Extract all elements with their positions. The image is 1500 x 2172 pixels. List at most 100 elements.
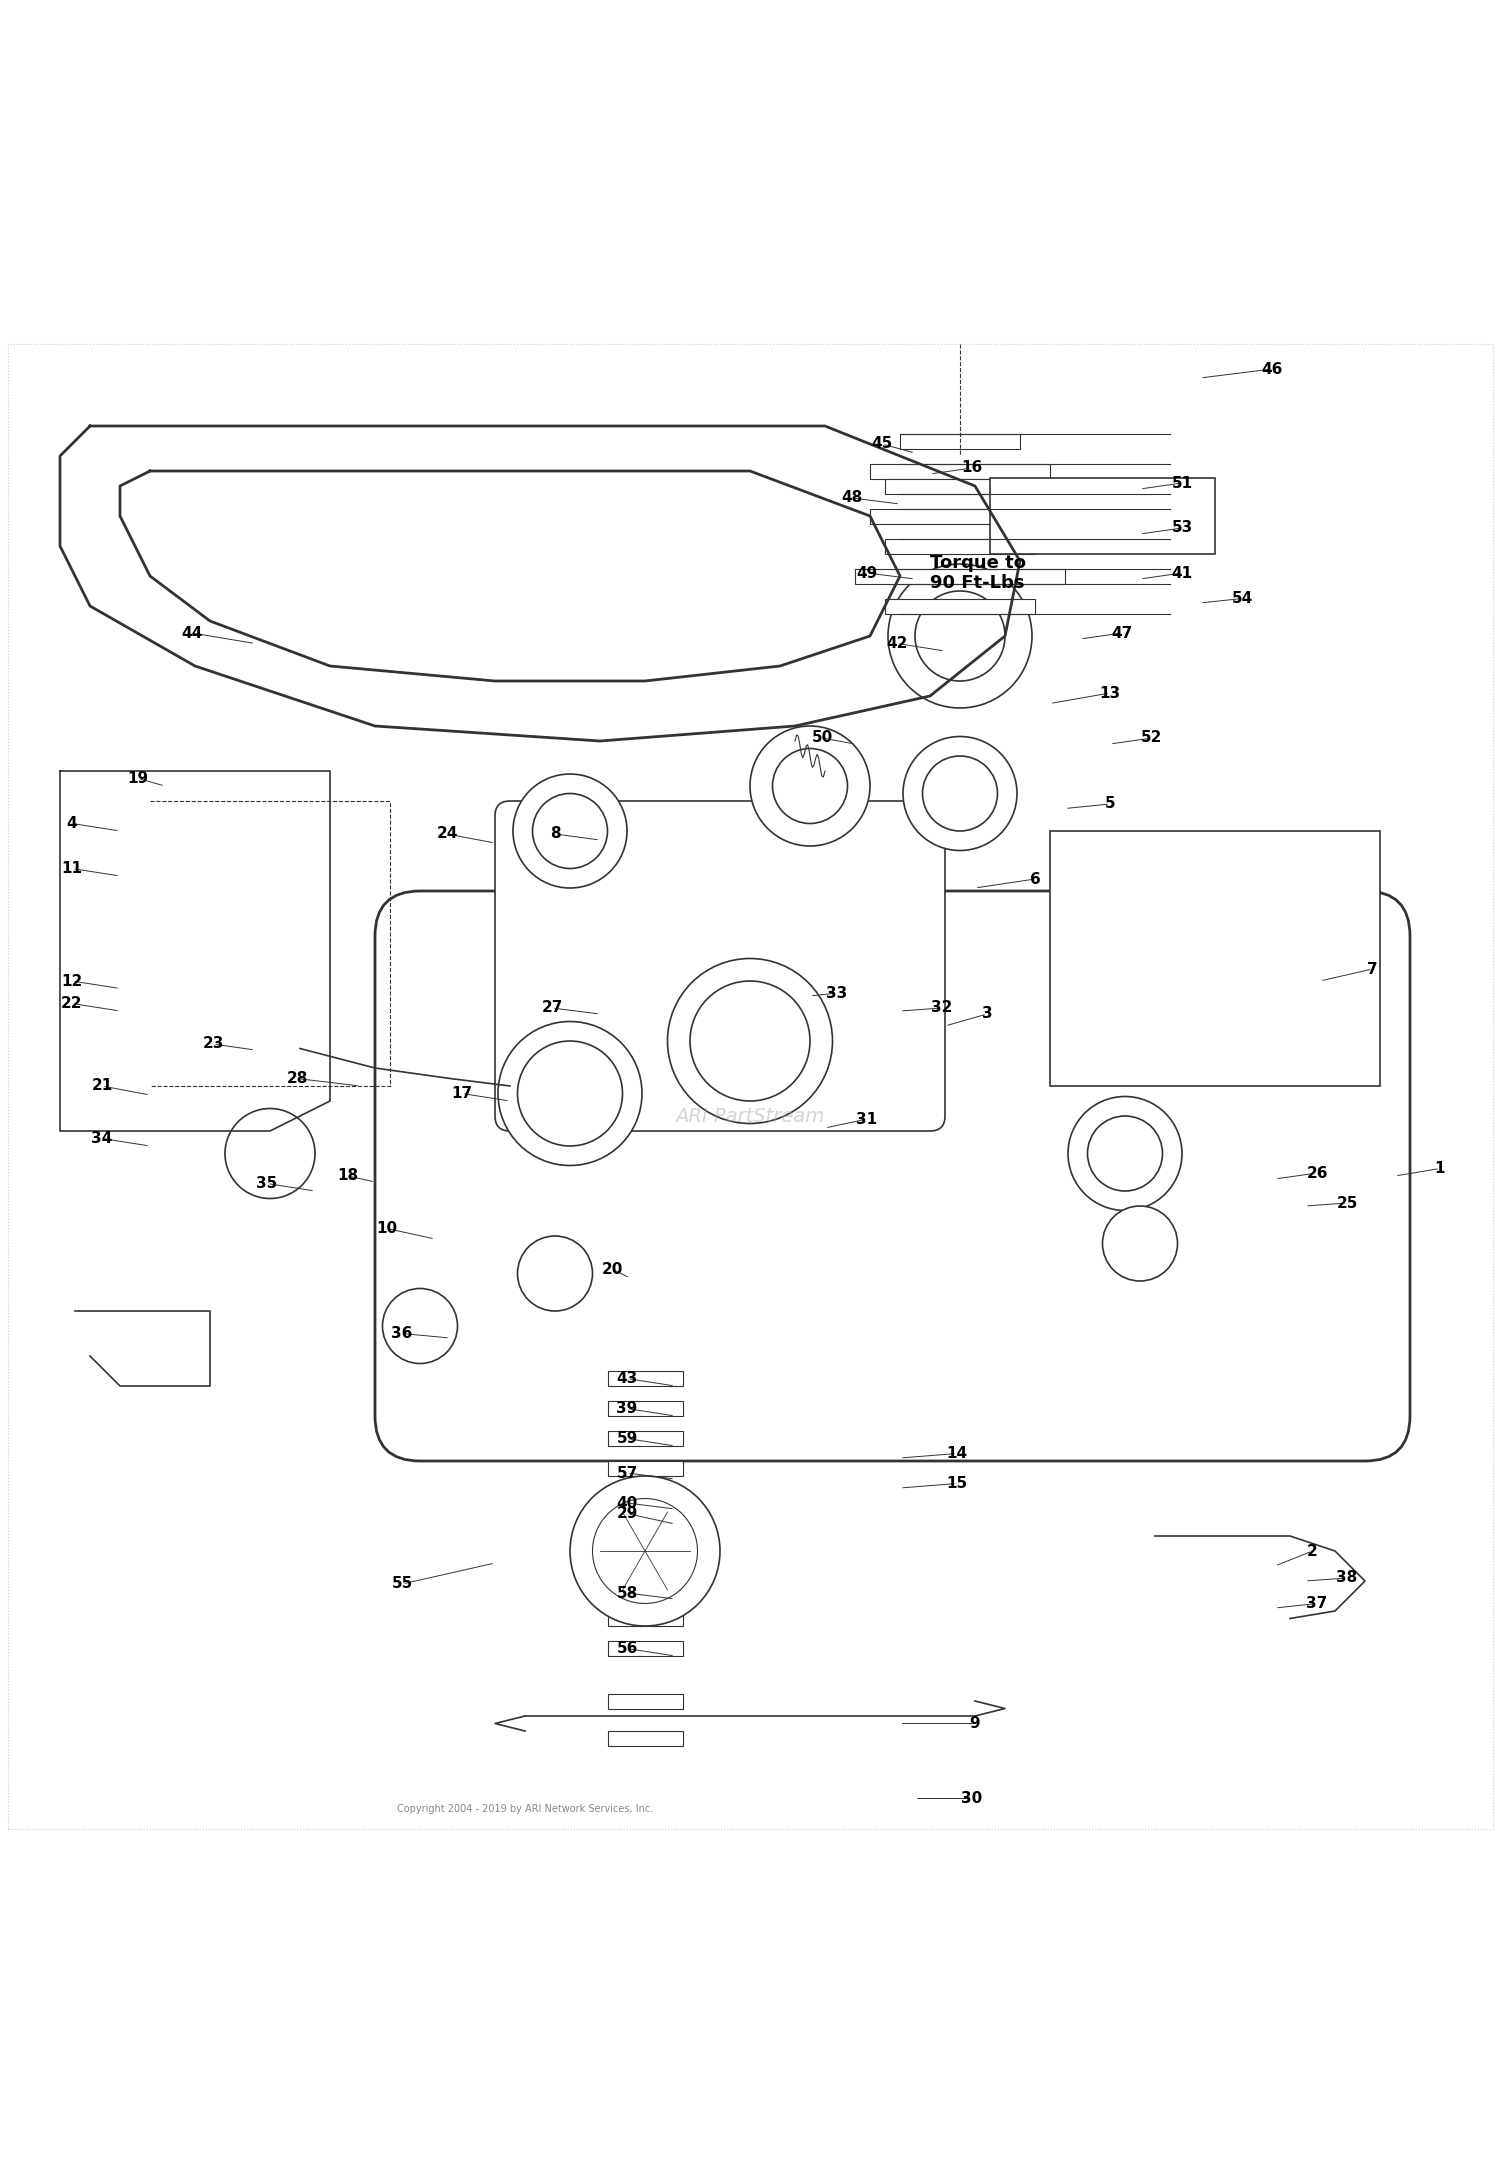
- Bar: [608, 1694, 682, 1709]
- Circle shape: [225, 1108, 315, 1199]
- Text: 18: 18: [338, 1169, 358, 1184]
- Text: 56: 56: [616, 1642, 638, 1655]
- Text: 35: 35: [256, 1175, 278, 1190]
- Circle shape: [668, 958, 832, 1123]
- Circle shape: [690, 982, 810, 1101]
- Bar: [608, 1642, 682, 1655]
- Text: 20: 20: [602, 1262, 622, 1277]
- Circle shape: [513, 773, 627, 888]
- Text: 28: 28: [286, 1071, 308, 1086]
- Text: 54: 54: [1232, 591, 1252, 606]
- Text: 26: 26: [1306, 1166, 1328, 1182]
- Text: 3: 3: [981, 1006, 993, 1021]
- Text: 51: 51: [1172, 476, 1192, 491]
- Circle shape: [888, 565, 1032, 708]
- Circle shape: [1088, 1116, 1162, 1190]
- Text: 40: 40: [616, 1497, 638, 1510]
- Text: 34: 34: [92, 1132, 112, 1147]
- Text: 38: 38: [1336, 1570, 1358, 1586]
- Text: 13: 13: [1100, 686, 1120, 702]
- Text: Torque to
90 Ft-Lbs: Torque to 90 Ft-Lbs: [930, 554, 1026, 593]
- Text: 14: 14: [946, 1447, 968, 1462]
- Text: 4: 4: [66, 817, 78, 832]
- Bar: [608, 1573, 682, 1588]
- Text: 31: 31: [856, 1112, 877, 1127]
- Text: 55: 55: [392, 1577, 412, 1592]
- Bar: [870, 463, 1050, 478]
- Text: 37: 37: [1306, 1596, 1328, 1612]
- Bar: [990, 478, 1215, 554]
- Text: 19: 19: [128, 771, 148, 786]
- Bar: [885, 478, 1035, 493]
- Text: 59: 59: [616, 1431, 638, 1447]
- Bar: [608, 1612, 682, 1627]
- Text: 8: 8: [549, 828, 561, 841]
- Text: 48: 48: [842, 491, 862, 506]
- Text: 49: 49: [856, 565, 877, 580]
- Text: 58: 58: [616, 1586, 638, 1601]
- Text: 22: 22: [62, 997, 82, 1010]
- Bar: [608, 1731, 682, 1746]
- Text: 36: 36: [392, 1325, 412, 1340]
- FancyBboxPatch shape: [375, 891, 1410, 1462]
- Text: 9: 9: [969, 1716, 981, 1731]
- Text: 25: 25: [1336, 1195, 1358, 1210]
- Circle shape: [1102, 1205, 1178, 1281]
- Bar: [885, 599, 1035, 613]
- Bar: [870, 508, 1050, 523]
- Circle shape: [518, 1040, 622, 1147]
- Circle shape: [570, 1477, 720, 1627]
- Text: 39: 39: [616, 1401, 638, 1416]
- Text: 29: 29: [616, 1505, 638, 1520]
- Text: 44: 44: [182, 626, 203, 641]
- Circle shape: [532, 793, 608, 869]
- Bar: [608, 1401, 682, 1416]
- Text: 46: 46: [1262, 361, 1282, 376]
- Text: 10: 10: [376, 1221, 398, 1236]
- Bar: [608, 1431, 682, 1447]
- Text: Copyright 2004 - 2019 by ARI Network Services, Inc.: Copyright 2004 - 2019 by ARI Network Ser…: [398, 1803, 652, 1814]
- Bar: [608, 1371, 682, 1386]
- Circle shape: [592, 1499, 698, 1603]
- Circle shape: [772, 749, 847, 823]
- Text: 1: 1: [1434, 1162, 1446, 1175]
- Text: 57: 57: [616, 1466, 638, 1481]
- Text: 45: 45: [871, 437, 892, 452]
- Circle shape: [1068, 1097, 1182, 1210]
- Text: 53: 53: [1172, 521, 1192, 536]
- Circle shape: [915, 591, 1005, 682]
- Bar: [608, 1581, 682, 1596]
- Bar: [608, 1490, 682, 1505]
- FancyBboxPatch shape: [495, 801, 945, 1132]
- Circle shape: [498, 1021, 642, 1166]
- Text: 41: 41: [1172, 565, 1192, 580]
- Circle shape: [750, 725, 870, 847]
- Text: 43: 43: [616, 1371, 638, 1386]
- FancyBboxPatch shape: [1050, 832, 1380, 1086]
- Text: 42: 42: [886, 636, 908, 652]
- Bar: [885, 539, 1035, 554]
- Bar: [900, 434, 1020, 447]
- Bar: [608, 1505, 682, 1520]
- Text: ARI PartStream: ARI PartStream: [675, 1106, 825, 1125]
- Circle shape: [518, 1236, 593, 1312]
- Text: 21: 21: [92, 1079, 112, 1093]
- Text: 6: 6: [1029, 871, 1041, 886]
- Text: 33: 33: [827, 986, 848, 1001]
- Text: 23: 23: [202, 1036, 223, 1051]
- Text: 17: 17: [452, 1086, 472, 1101]
- Text: 5: 5: [1104, 797, 1116, 812]
- Bar: [608, 1462, 682, 1477]
- Text: 16: 16: [962, 460, 982, 476]
- Text: 47: 47: [1112, 626, 1132, 641]
- Text: 52: 52: [1142, 730, 1162, 745]
- Circle shape: [903, 736, 1017, 851]
- Circle shape: [382, 1288, 458, 1364]
- Text: 30: 30: [962, 1792, 982, 1805]
- Text: 24: 24: [436, 828, 457, 841]
- Text: 15: 15: [946, 1477, 968, 1490]
- Circle shape: [922, 756, 998, 832]
- Text: 32: 32: [932, 1001, 952, 1016]
- Text: 7: 7: [1366, 962, 1378, 977]
- Bar: [855, 569, 1065, 584]
